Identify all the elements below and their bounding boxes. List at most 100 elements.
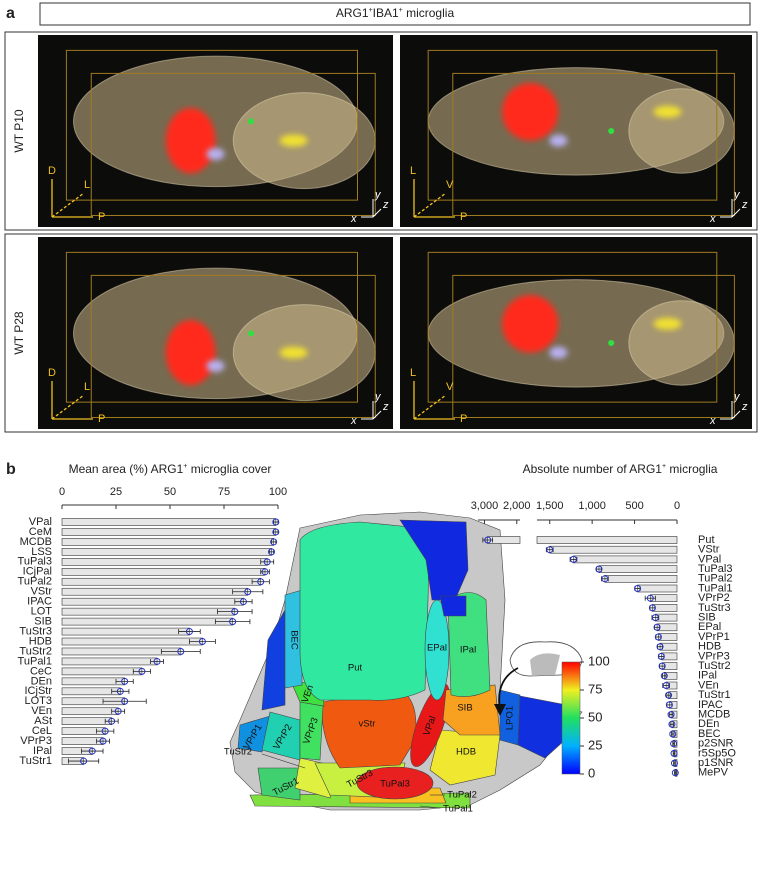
category-label: CeM xyxy=(29,526,52,538)
point xyxy=(657,652,665,660)
region-label: BEC xyxy=(288,630,299,650)
row-label: WT P28 xyxy=(12,311,26,354)
bar xyxy=(61,637,203,646)
cluster-green xyxy=(608,128,615,134)
axis-arrow xyxy=(413,192,447,218)
gizmo-label: x xyxy=(709,415,716,427)
category-label: TuStr1 xyxy=(698,689,731,701)
bar xyxy=(61,627,190,636)
point xyxy=(101,727,109,735)
bar xyxy=(61,558,268,566)
category-label: ICjPal xyxy=(23,566,52,578)
gizmo-label: z xyxy=(382,199,389,211)
bar xyxy=(549,545,678,554)
bar xyxy=(61,548,272,556)
bounding-box xyxy=(90,72,376,216)
point xyxy=(653,623,661,631)
title-part: Absolute number of ARG1 xyxy=(523,462,663,476)
gizmo-label: z xyxy=(741,199,748,211)
panel-label: a xyxy=(6,5,15,22)
bar xyxy=(61,667,143,676)
point xyxy=(272,528,280,536)
colorbar-label: 75 xyxy=(588,681,602,696)
chart-title: Absolute number of ARG1+ microglia xyxy=(523,462,718,476)
category-label: TuStr3 xyxy=(19,625,52,637)
axis-label: D xyxy=(48,367,56,379)
x-tick-label: 50 xyxy=(164,486,176,498)
bar xyxy=(61,587,249,596)
region-label: TuPal1 xyxy=(443,804,473,815)
category-label: p1SNR xyxy=(698,757,734,769)
header-box xyxy=(39,2,751,26)
category-label: IPal xyxy=(698,670,717,682)
gizmo-label: y xyxy=(733,391,741,403)
category-label: SIB xyxy=(34,616,52,628)
x2-tick-label: 2,000 xyxy=(503,500,531,512)
point xyxy=(138,667,146,675)
category-label: LOT3 xyxy=(24,695,52,707)
atlas xyxy=(229,511,583,811)
point xyxy=(88,747,96,755)
point xyxy=(668,720,676,728)
point xyxy=(601,575,609,583)
region xyxy=(237,715,271,753)
category-label: TuPal2 xyxy=(698,573,732,585)
bar xyxy=(61,577,262,586)
point xyxy=(80,757,88,765)
cluster-yellow xyxy=(279,134,308,147)
header-title: ARG1+IBA1+ microglia xyxy=(336,6,455,20)
cluster-green xyxy=(248,330,254,337)
region-label: SIB xyxy=(457,703,472,714)
gizmo xyxy=(731,208,741,218)
cluster-lavender xyxy=(549,346,568,359)
bounding-box xyxy=(65,49,359,201)
category-label: VStr xyxy=(31,586,53,598)
gizmo-label: y xyxy=(733,189,741,201)
axis-label: V xyxy=(446,381,454,393)
bar xyxy=(61,597,244,606)
category-label: ICjStr xyxy=(25,685,53,697)
axis-label: L xyxy=(84,179,90,191)
title-sup: + xyxy=(662,463,666,470)
point xyxy=(658,662,666,670)
axis-label: P xyxy=(460,413,467,425)
category-label: MePV xyxy=(698,767,729,779)
cluster-red xyxy=(165,107,216,174)
point xyxy=(257,578,265,586)
view-panel: D L Pyz x xyxy=(38,237,393,429)
row-box xyxy=(4,31,758,231)
category-label: r5Sp5O xyxy=(698,747,736,759)
category-label: VPrP3 xyxy=(698,650,730,662)
bar xyxy=(61,567,266,576)
gizmo xyxy=(372,208,382,218)
point xyxy=(670,759,678,767)
category-label: TuStr2 xyxy=(19,645,52,657)
point xyxy=(660,672,668,680)
category-label: TuPal1 xyxy=(698,582,732,594)
bar xyxy=(61,677,125,686)
point xyxy=(670,740,678,748)
bar xyxy=(61,607,236,616)
point xyxy=(654,633,662,641)
bar xyxy=(61,707,119,716)
region xyxy=(261,711,301,761)
category-label: IPal xyxy=(33,745,52,757)
point xyxy=(185,628,193,636)
category-label: VStr xyxy=(698,544,720,556)
point xyxy=(108,717,116,725)
point xyxy=(263,558,271,566)
cluster-lavender xyxy=(549,134,568,147)
view-panel: L V Pyz x xyxy=(400,237,752,429)
category-label: BEC xyxy=(698,728,721,740)
point xyxy=(656,643,664,651)
header-part: microglia xyxy=(403,6,455,20)
region xyxy=(284,589,303,689)
x-tick-label: 1,000 xyxy=(578,500,606,512)
point xyxy=(662,682,670,689)
gizmo-label: x xyxy=(350,213,357,225)
category-label: DEn xyxy=(698,718,719,730)
axis-arrow xyxy=(51,192,85,218)
category-label: CeL xyxy=(32,725,52,737)
view-panel: D L Pyz x xyxy=(38,35,393,227)
point xyxy=(121,677,129,685)
